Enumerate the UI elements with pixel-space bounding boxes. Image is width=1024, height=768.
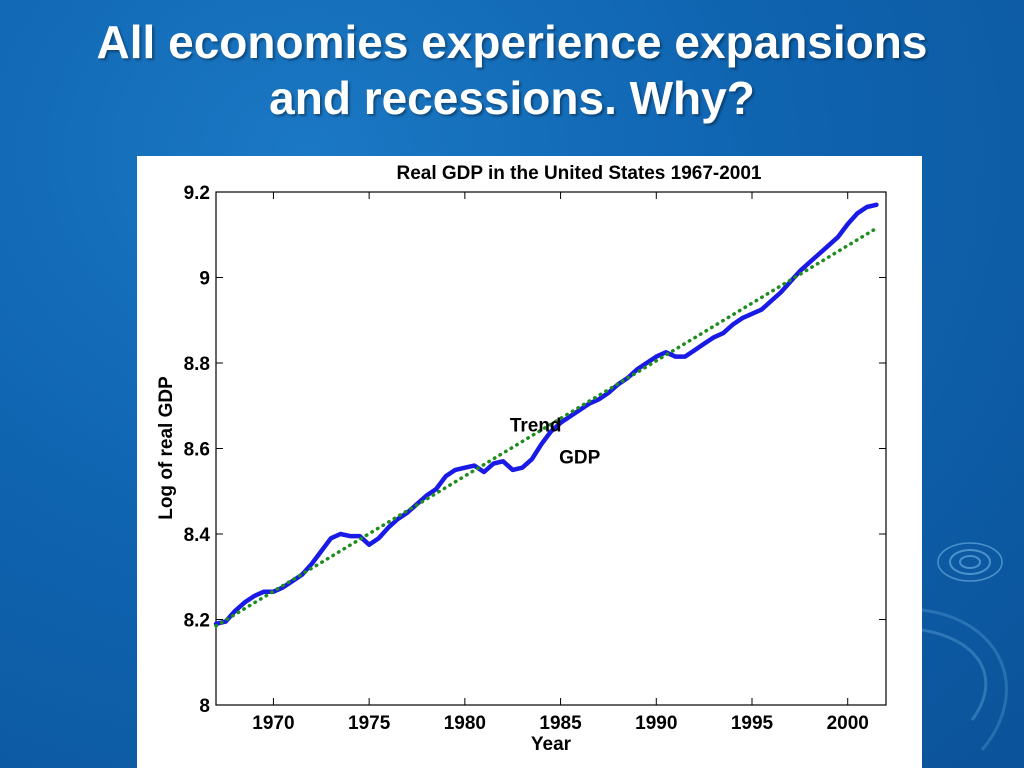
trend-series-line (214, 226, 879, 628)
slide-title-line2: and recessions. Why? (269, 72, 755, 124)
slide-title-line1: All economies experience expansions (96, 16, 928, 68)
x-tick-label: 1975 (348, 713, 391, 734)
y-tick-label: 8.4 (184, 525, 211, 546)
slide-title: All economies experience expansions and … (0, 14, 1024, 126)
annotation-gdp: GDP (559, 447, 601, 468)
chart-title: Real GDP in the United States 1967-2001 (396, 163, 761, 184)
y-tick-label: 8.6 (184, 440, 210, 461)
x-tick-label: 1985 (539, 713, 582, 734)
x-tick-label: 1995 (731, 713, 774, 734)
gdp-line-chart: Real GDP in the United States 1967-2001 … (156, 163, 887, 755)
x-tick-label: 1970 (252, 713, 294, 734)
water-ripple-decoration (922, 542, 1008, 751)
x-tick-label: 1990 (635, 713, 677, 734)
y-tick-label: 8.8 (184, 354, 210, 375)
chart-figure: Real GDP in the United States 1967-2001 … (137, 156, 922, 768)
y-tick-label: 9 (199, 269, 210, 290)
x-tick-label: 2000 (827, 713, 869, 734)
x-axis-label: Year (531, 734, 572, 755)
y-tick-label: 8.2 (184, 611, 210, 632)
y-tick-label: 8 (199, 696, 210, 717)
plot-area (215, 191, 887, 706)
annotation-trend: Trend (510, 415, 562, 436)
x-tick-label: 1980 (444, 713, 486, 734)
y-axis-label: Log of real GDP (156, 376, 177, 520)
y-tick-label: 9.2 (184, 183, 210, 204)
gdp-series-line (213, 202, 879, 627)
